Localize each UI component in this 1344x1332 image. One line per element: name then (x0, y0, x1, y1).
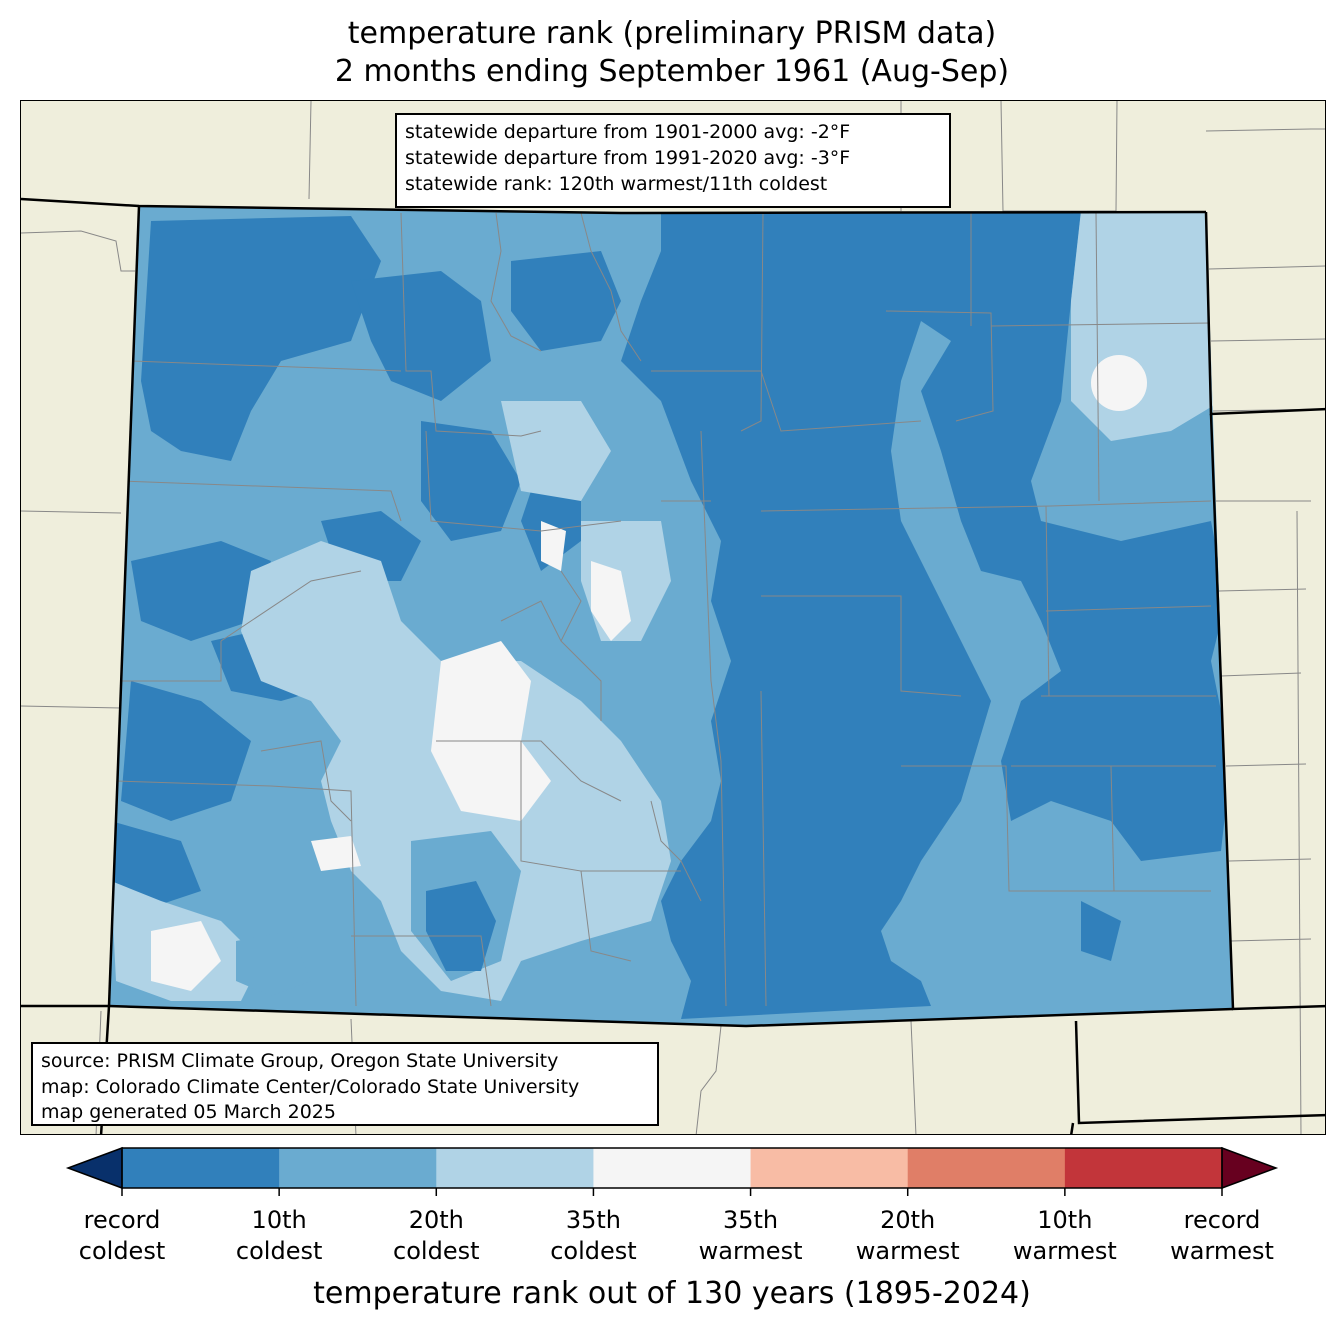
statewide-stats-box: statewide departure from 1901-2000 avg: … (395, 113, 951, 208)
colorbar-segment (593, 1148, 752, 1188)
colorbar-tick-label: record coldest (42, 1205, 202, 1267)
tick-label-line2: coldest (393, 1237, 480, 1265)
tick-label-line1: 20th (880, 1206, 936, 1234)
source-text: source: PRISM Climate Group, Oregon Stat… (41, 1050, 559, 1072)
colorbar (65, 1146, 1279, 1196)
tick-label-line2: coldest (550, 1237, 637, 1265)
colorbar-tick-label: 10th warmest (985, 1205, 1145, 1267)
colorbar-tick-label: 35th warmest (671, 1205, 831, 1267)
map-panel (20, 100, 1326, 1135)
colorbar-tick-label: 20th coldest (356, 1205, 516, 1267)
county-lines (115, 212, 1216, 1007)
tick-label-line1: record (1183, 1206, 1261, 1234)
tick-label-line2: warmest (1012, 1237, 1117, 1265)
colorbar-tick-label: 20th warmest (828, 1205, 988, 1267)
colorbar-segment (1064, 1148, 1223, 1188)
tick-label-line1: record (83, 1206, 161, 1234)
colorado-rank-map (21, 101, 1325, 1134)
colorbar-tick-label: 35th coldest (513, 1205, 673, 1267)
tick-label-line2: warmest (855, 1237, 960, 1265)
tick-label-line1: 35th (722, 1206, 779, 1234)
colorbar-tick-label: record warmest (1142, 1205, 1302, 1267)
departure-1901-2000-text: statewide departure from 1901-2000 avg: … (405, 121, 851, 143)
tick-label-line1: 20th (408, 1206, 464, 1234)
tick-label-line1: 10th (1037, 1206, 1093, 1234)
colorbar-title: temperature rank out of 130 years (1895-… (313, 1276, 1031, 1311)
generated-date-text: map generated 05 March 2025 (41, 1101, 336, 1123)
tick-label-line2: coldest (78, 1237, 166, 1265)
colorbar-segment (122, 1148, 280, 1188)
colorbar-segment (436, 1148, 594, 1188)
statewide-rank-text: statewide rank: 120th warmest/11th colde… (405, 173, 828, 195)
colorbar-tick-label: 10th coldest (199, 1205, 359, 1267)
colorbar-segment (750, 1148, 909, 1188)
colorbar-ticks (121, 1188, 1223, 1196)
colorbar-under-arrow (65, 1146, 123, 1190)
state-borders (21, 197, 1325, 1134)
neighbor-county-lines (21, 101, 1325, 1134)
map-credit-text: map: Colorado Climate Center/Colorado St… (41, 1075, 580, 1098)
map-title-line2: 2 months ending September 1961 (Aug-Sep) (334, 54, 1010, 89)
colorbar-segment (907, 1148, 1066, 1188)
source-credit-box: source: PRISM Climate Group, Oregon Stat… (31, 1042, 659, 1126)
tick-label-line1: 35th (565, 1206, 621, 1234)
departure-1991-2020-text: statewide departure from 1991-2020 avg: … (405, 147, 851, 169)
colorbar-segment (279, 1148, 437, 1188)
tick-label-line2: warmest (698, 1237, 803, 1265)
tick-label-line1: 10th (251, 1206, 307, 1234)
colorbar-segments (122, 1148, 1223, 1188)
map-title-line1: temperature rank (preliminary PRISM data… (347, 16, 997, 51)
tick-label-line2: coldest (235, 1237, 323, 1265)
colorbar-over-arrow (1221, 1146, 1279, 1190)
tick-label-line2: warmest (1170, 1237, 1274, 1265)
colorbar-outline (121, 1147, 1223, 1189)
rank-field (109, 206, 1233, 1026)
